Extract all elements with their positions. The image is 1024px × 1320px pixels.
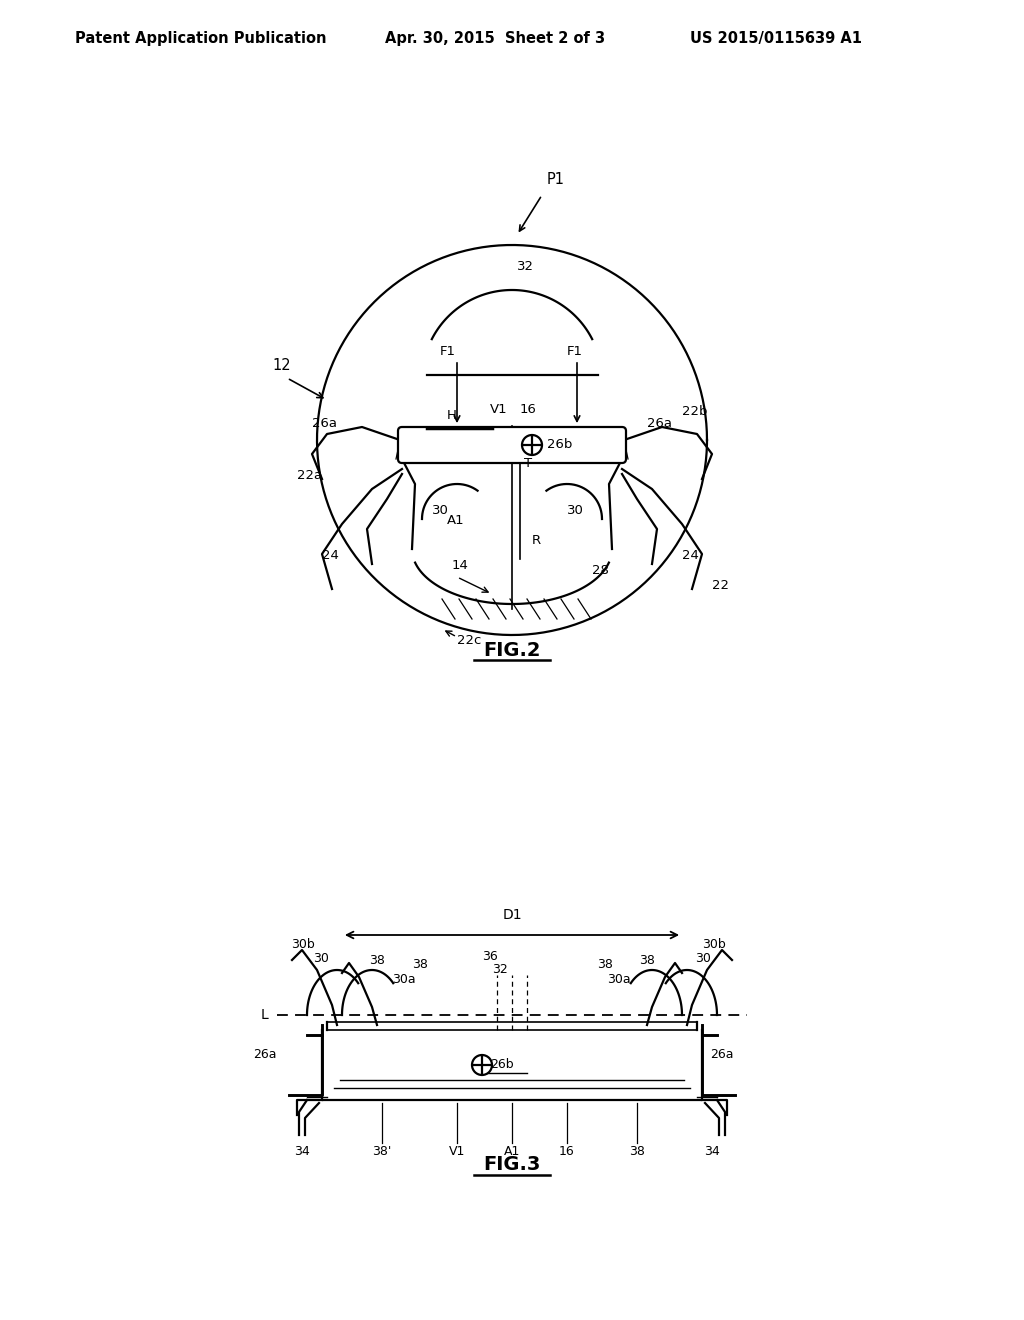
Text: 36: 36 — [482, 950, 498, 964]
Text: 34: 34 — [705, 1144, 720, 1158]
Circle shape — [522, 436, 542, 455]
Text: 38: 38 — [597, 958, 613, 972]
Text: 30: 30 — [313, 952, 329, 965]
Text: FIG.3: FIG.3 — [483, 1155, 541, 1175]
Text: FIG.2: FIG.2 — [483, 640, 541, 660]
Text: 30a: 30a — [392, 973, 416, 986]
Text: 38: 38 — [412, 958, 428, 972]
Text: V1: V1 — [449, 1144, 465, 1158]
Text: A1: A1 — [504, 1144, 520, 1158]
Text: 26b: 26b — [490, 1059, 514, 1072]
Text: F1: F1 — [440, 345, 456, 358]
Text: 34: 34 — [294, 1144, 310, 1158]
Text: 22: 22 — [712, 579, 729, 591]
Text: F1: F1 — [567, 345, 583, 358]
Text: Apr. 30, 2015  Sheet 2 of 3: Apr. 30, 2015 Sheet 2 of 3 — [385, 30, 605, 45]
Text: D1: D1 — [502, 908, 522, 921]
Text: 22c: 22c — [457, 634, 481, 647]
FancyBboxPatch shape — [398, 426, 626, 463]
Text: 30b: 30b — [702, 939, 726, 950]
Text: 26a: 26a — [254, 1048, 278, 1061]
Text: 16: 16 — [520, 403, 537, 416]
Text: 38: 38 — [629, 1144, 645, 1158]
Text: 38: 38 — [639, 954, 655, 968]
Text: 26a: 26a — [647, 417, 672, 430]
Text: 30a: 30a — [607, 973, 631, 986]
Text: P1: P1 — [547, 172, 565, 187]
Text: 24: 24 — [322, 549, 339, 562]
Text: A1: A1 — [447, 513, 465, 527]
Text: 32: 32 — [492, 964, 508, 975]
Circle shape — [472, 1055, 492, 1074]
Text: 14: 14 — [452, 558, 469, 572]
Text: 22b: 22b — [682, 405, 708, 418]
Text: V1: V1 — [490, 403, 508, 416]
Text: 28: 28 — [592, 564, 609, 577]
Text: L: L — [260, 1008, 268, 1022]
Text: H: H — [447, 409, 457, 422]
Text: 24: 24 — [682, 549, 698, 562]
Text: 38: 38 — [369, 954, 385, 968]
Text: 30b: 30b — [291, 939, 315, 950]
Text: T: T — [524, 457, 532, 470]
Text: US 2015/0115639 A1: US 2015/0115639 A1 — [690, 30, 862, 45]
Text: 30: 30 — [567, 504, 584, 517]
Text: 30: 30 — [695, 952, 711, 965]
Text: R: R — [532, 535, 541, 546]
Text: 26b: 26b — [547, 438, 572, 451]
Text: 26a: 26a — [312, 417, 337, 430]
Text: 30: 30 — [432, 504, 449, 517]
Text: 22a: 22a — [297, 469, 323, 482]
Text: 12: 12 — [272, 358, 291, 374]
Text: 16: 16 — [559, 1144, 574, 1158]
Text: 32: 32 — [517, 260, 534, 273]
Text: Patent Application Publication: Patent Application Publication — [75, 30, 327, 45]
Text: 38': 38' — [373, 1144, 392, 1158]
Text: 26a: 26a — [710, 1048, 733, 1061]
